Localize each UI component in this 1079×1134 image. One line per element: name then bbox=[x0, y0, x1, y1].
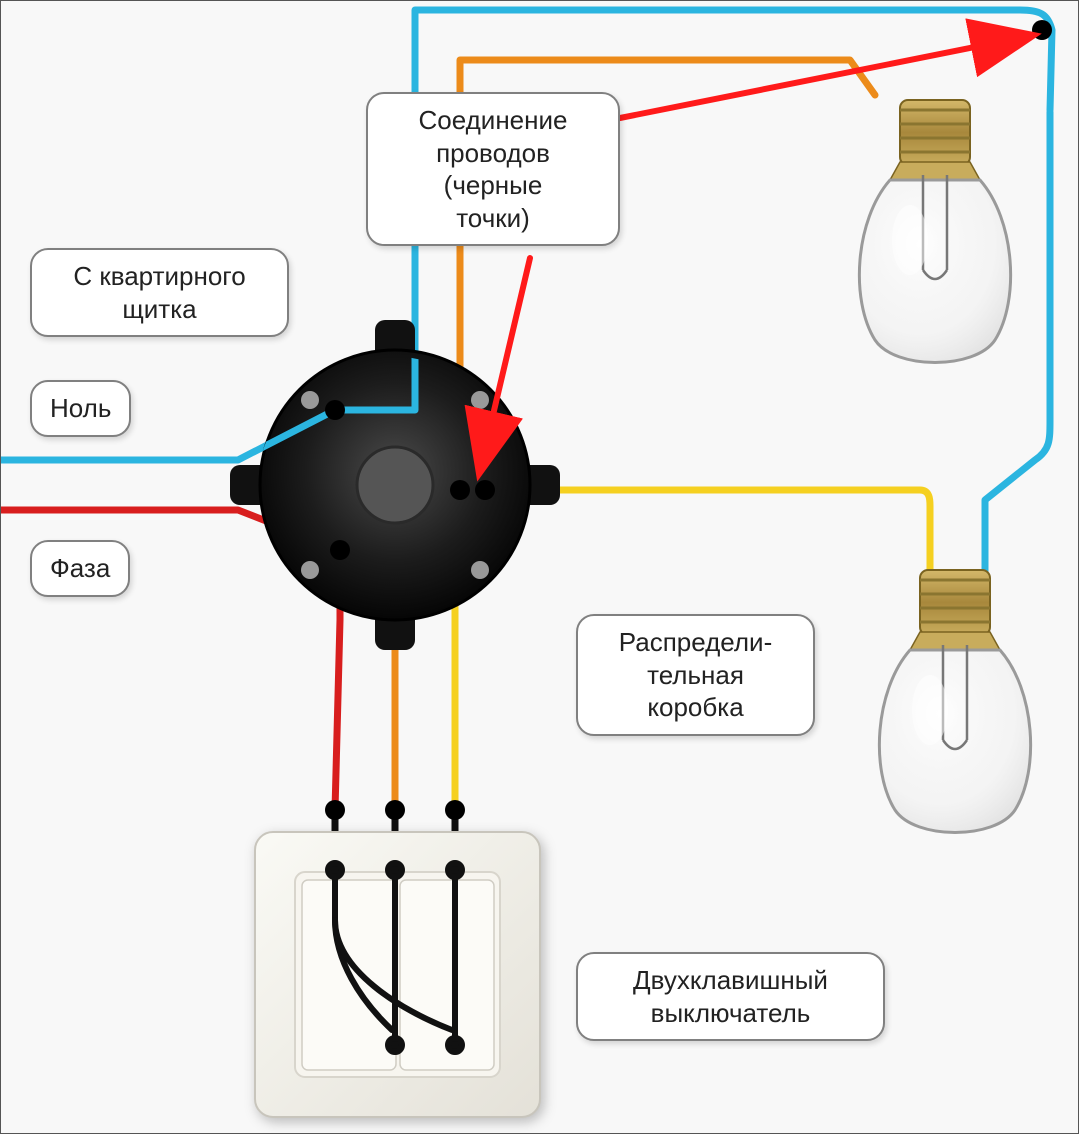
label-phase: Фаза bbox=[30, 540, 130, 597]
label-connection: Соединение проводов (черные точки) bbox=[366, 92, 620, 246]
connection-node-7 bbox=[445, 800, 465, 820]
wire-neutral-to-bulb2-overlay bbox=[985, 112, 1050, 575]
label-panel: С квартирного щитка bbox=[30, 248, 289, 337]
connection-node-5 bbox=[325, 800, 345, 820]
label-junction-box: Распредели- тельная коробка bbox=[576, 614, 815, 736]
connection-node-2 bbox=[330, 540, 350, 560]
connection-node-0 bbox=[1032, 20, 1052, 40]
bulb-2 bbox=[879, 570, 1030, 833]
wire-neutral-to-bulb2 bbox=[985, 112, 1050, 575]
double-switch bbox=[255, 832, 540, 1117]
junction-box bbox=[230, 320, 560, 650]
connection-node-4 bbox=[475, 480, 495, 500]
label-switch: Двухклавишный выключатель bbox=[576, 952, 885, 1041]
connection-node-1 bbox=[325, 400, 345, 420]
label-neutral: Ноль bbox=[30, 380, 131, 437]
connection-node-6 bbox=[385, 800, 405, 820]
connection-node-3 bbox=[450, 480, 470, 500]
bulb-1 bbox=[859, 100, 1010, 363]
